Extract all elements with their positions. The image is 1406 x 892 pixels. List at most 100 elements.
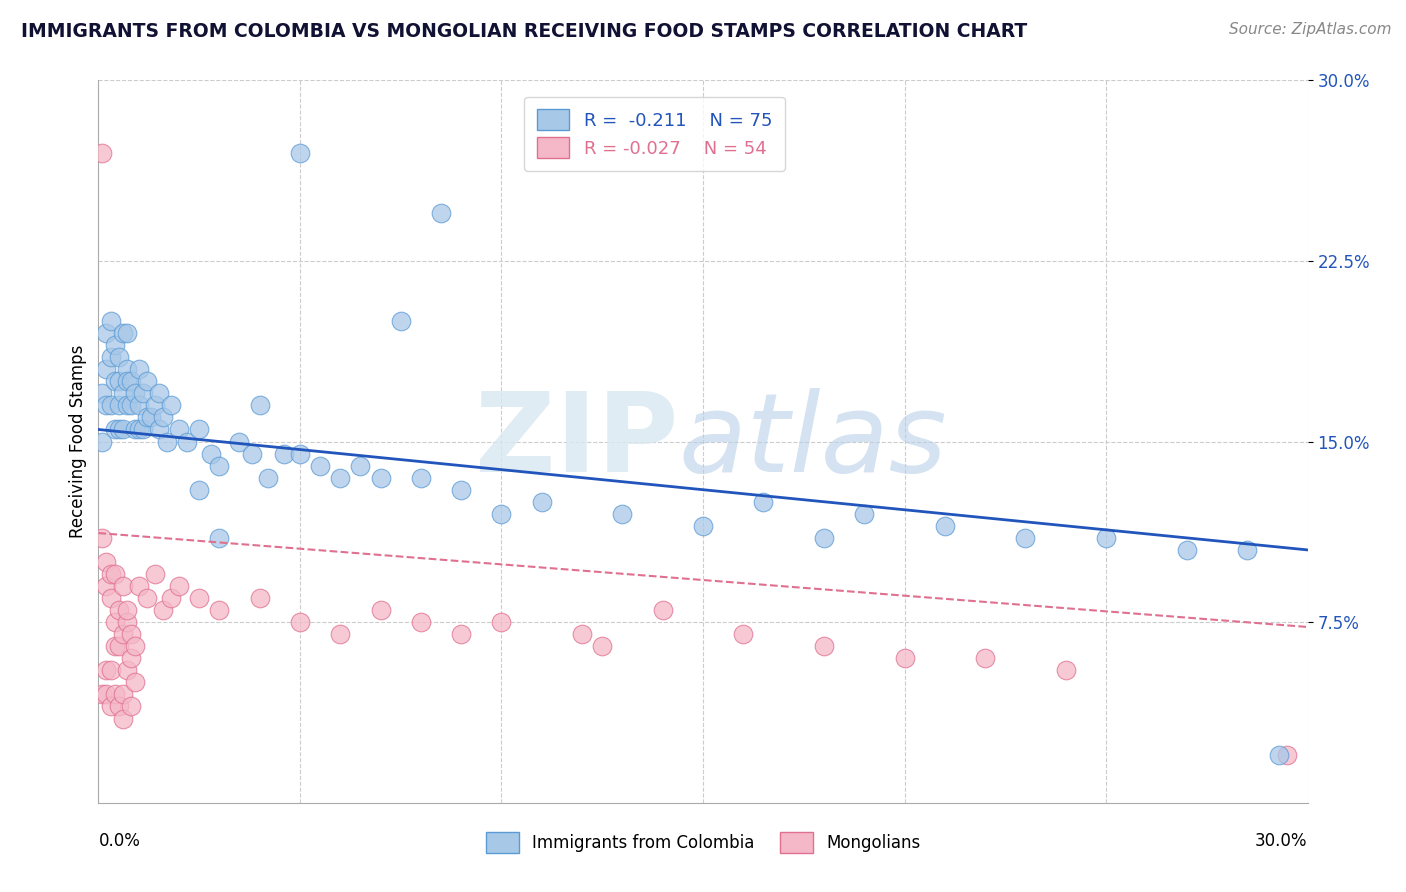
- Text: atlas: atlas: [679, 388, 948, 495]
- Point: [115, 603, 138, 617]
- Point: [111, 627, 134, 641]
- Point: [160, 591, 183, 605]
- Point: [152, 410, 174, 425]
- Point: [228, 434, 250, 449]
- Point: [139, 410, 162, 425]
- Point: [651, 603, 673, 617]
- Point: [160, 398, 183, 412]
- Point: [120, 627, 142, 641]
- Point: [132, 386, 155, 401]
- Point: [813, 531, 835, 545]
- Point: [188, 483, 211, 497]
- Point: [188, 422, 211, 436]
- Point: [389, 314, 412, 328]
- Point: [733, 627, 755, 641]
- Point: [111, 386, 134, 401]
- Text: IMMIGRANTS FROM COLOMBIA VS MONGOLIAN RECEIVING FOOD STAMPS CORRELATION CHART: IMMIGRANTS FROM COLOMBIA VS MONGOLIAN RE…: [21, 22, 1028, 41]
- Point: [176, 434, 198, 449]
- Point: [1277, 747, 1299, 762]
- Point: [96, 664, 118, 678]
- Point: [208, 458, 231, 473]
- Point: [107, 350, 129, 364]
- Point: [135, 374, 157, 388]
- Point: [100, 567, 122, 582]
- Point: [288, 446, 311, 460]
- Y-axis label: Receiving Food Stamps: Receiving Food Stamps: [69, 345, 87, 538]
- Point: [100, 699, 122, 714]
- Point: [692, 518, 714, 533]
- Point: [143, 398, 166, 412]
- Point: [1268, 747, 1291, 762]
- Point: [103, 639, 125, 653]
- Point: [188, 591, 211, 605]
- Point: [409, 470, 432, 484]
- Point: [329, 470, 352, 484]
- Point: [120, 699, 142, 714]
- Point: [96, 555, 118, 569]
- Point: [96, 579, 118, 593]
- Point: [309, 458, 332, 473]
- Point: [111, 579, 134, 593]
- Point: [256, 470, 278, 484]
- Point: [288, 145, 311, 160]
- Point: [115, 398, 138, 412]
- Point: [591, 639, 613, 653]
- Point: [100, 350, 122, 364]
- Point: [329, 627, 352, 641]
- Point: [91, 386, 114, 401]
- Point: [167, 422, 190, 436]
- Point: [370, 470, 392, 484]
- Point: [491, 507, 513, 521]
- Point: [96, 362, 118, 376]
- Point: [200, 446, 222, 460]
- Point: [115, 615, 138, 630]
- Point: [240, 446, 263, 460]
- Point: [91, 434, 114, 449]
- Point: [103, 615, 125, 630]
- Point: [103, 374, 125, 388]
- Point: [148, 422, 170, 436]
- Point: [167, 579, 190, 593]
- Text: Source: ZipAtlas.com: Source: ZipAtlas.com: [1229, 22, 1392, 37]
- Text: ZIP: ZIP: [475, 388, 679, 495]
- Point: [409, 615, 432, 630]
- Point: [107, 603, 129, 617]
- Point: [934, 518, 956, 533]
- Point: [893, 651, 915, 665]
- Point: [132, 422, 155, 436]
- Point: [752, 494, 775, 508]
- Point: [135, 410, 157, 425]
- Point: [96, 398, 118, 412]
- Point: [1095, 531, 1118, 545]
- Point: [612, 507, 634, 521]
- Point: [124, 386, 146, 401]
- Point: [96, 326, 118, 340]
- Point: [1014, 531, 1036, 545]
- Point: [115, 362, 138, 376]
- Point: [491, 615, 513, 630]
- Point: [450, 483, 472, 497]
- Point: [111, 712, 134, 726]
- Point: [107, 422, 129, 436]
- Point: [111, 422, 134, 436]
- Point: [1175, 542, 1198, 557]
- Text: 30.0%: 30.0%: [1256, 831, 1308, 850]
- Point: [430, 205, 453, 219]
- Point: [853, 507, 876, 521]
- Point: [124, 422, 146, 436]
- Point: [100, 591, 122, 605]
- Point: [91, 687, 114, 701]
- Point: [208, 531, 231, 545]
- Point: [100, 398, 122, 412]
- Point: [91, 531, 114, 545]
- Point: [103, 687, 125, 701]
- Point: [111, 326, 134, 340]
- Point: [103, 422, 125, 436]
- Legend: Immigrants from Colombia, Mongolians: Immigrants from Colombia, Mongolians: [479, 826, 927, 860]
- Point: [288, 615, 311, 630]
- Point: [91, 145, 114, 160]
- Point: [148, 386, 170, 401]
- Point: [143, 567, 166, 582]
- Point: [120, 398, 142, 412]
- Point: [370, 603, 392, 617]
